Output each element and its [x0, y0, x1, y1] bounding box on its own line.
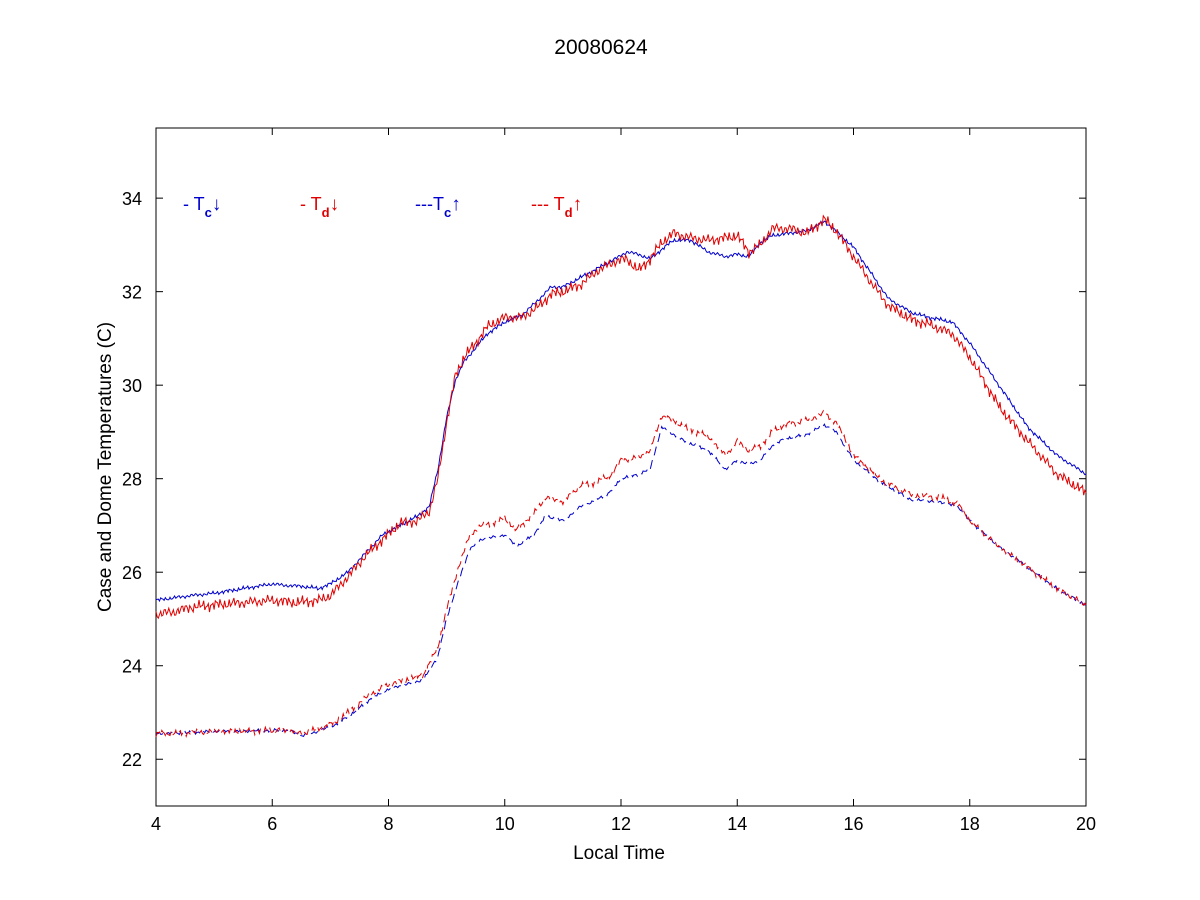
- x-tick-label: 20: [1076, 814, 1096, 834]
- y-axis: 22 24 26 28 30 32 34: [122, 189, 1086, 770]
- legend: - Tc↓ - Td↓ ---Tc↑ --- Td↑: [183, 194, 582, 220]
- series-layer: [155, 214, 1087, 739]
- x-axis: 4 6 8 10 12 14 16 18 20: [151, 128, 1096, 834]
- x-tick-label: 12: [611, 814, 631, 834]
- series-tc-down-line: [155, 220, 1087, 603]
- legend-tc-up: ---Tc↑: [415, 194, 461, 220]
- x-tick-label: 10: [495, 814, 515, 834]
- series-td-up-line: [155, 409, 1087, 739]
- legend-tc-down: - Tc↓: [183, 194, 221, 220]
- chart-title: 20080624: [554, 36, 648, 59]
- y-tick-label: 32: [122, 283, 142, 303]
- y-axis-label: Case and Dome Temperatures (C): [95, 322, 116, 612]
- x-tick-label: 4: [151, 814, 161, 834]
- y-tick-label: 24: [122, 657, 142, 677]
- series-tc-up-line: [155, 423, 1087, 738]
- x-tick-label: 18: [960, 814, 980, 834]
- series-td-down-line: [155, 214, 1087, 620]
- y-tick-label: 26: [122, 563, 142, 583]
- plot-area: [155, 127, 1087, 807]
- x-tick-label: 8: [383, 814, 393, 834]
- legend-td-up: --- Td↑: [531, 194, 582, 220]
- legend-td-down: - Td↓: [300, 194, 339, 220]
- x-tick-label: 16: [843, 814, 863, 834]
- y-tick-label: 22: [122, 750, 142, 770]
- y-tick-label: 28: [122, 470, 142, 490]
- y-tick-label: 30: [122, 376, 142, 396]
- y-tick-label: 34: [122, 189, 142, 209]
- x-tick-label: 14: [727, 814, 747, 834]
- x-tick-label: 6: [267, 814, 277, 834]
- x-axis-label: Local Time: [573, 843, 665, 864]
